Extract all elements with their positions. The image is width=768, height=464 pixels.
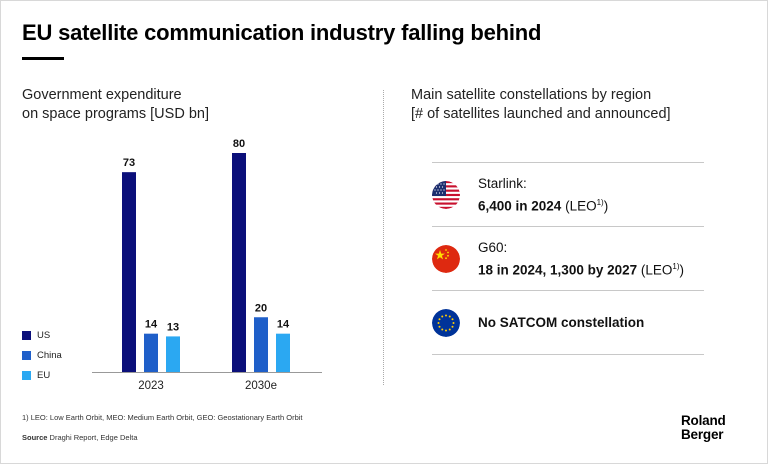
row-divider [432, 290, 704, 291]
title-underline [22, 57, 64, 60]
bar-china-2030e [254, 317, 268, 372]
bar-value-label: 20 [255, 302, 267, 314]
constellation-list: Starlink: 6,400 in 2024 (LEO1)) G60: 18 … [432, 162, 704, 355]
starlink-detail: 6,400 in 2024 (LEO1)) [478, 197, 609, 214]
legend-item-us: US [22, 325, 62, 345]
row-divider [432, 226, 704, 227]
bar-value-label: 14 [145, 319, 158, 331]
category-label: 2023 [138, 380, 164, 392]
bar-eu-2030e [276, 333, 290, 372]
chart-legend: US China EU [22, 325, 62, 385]
constellation-row-eu: No SATCOM constellation [432, 291, 704, 354]
bar-china-2023 [144, 333, 158, 372]
legend-item-china: China [22, 345, 62, 365]
roland-berger-logo: Roland Berger [681, 414, 726, 442]
panel-divider [383, 90, 384, 385]
starlink-text: Starlink: 6,400 in 2024 (LEO1)) [478, 174, 608, 216]
bar-value-label: 80 [233, 138, 245, 150]
page-title: EU satellite communication industry fall… [22, 20, 542, 45]
left-panel-subtitle: Government expenditure on space programs… [22, 86, 209, 124]
legend-label: EU [37, 369, 51, 381]
legend-label: US [37, 329, 51, 341]
g60-text: G60: 18 in 2024, 1,300 by 2027 (LEO1)) [478, 238, 684, 280]
footnote: 1) LEO: Low Earth Orbit, MEO: Medium Ear… [22, 413, 303, 422]
source-line: Source Draghi Report, Edge Delta [22, 433, 138, 442]
legend-swatch [22, 350, 31, 360]
row-divider [432, 162, 704, 163]
bar-value-label: 73 [123, 157, 135, 169]
source-text: Draghi Report, Edge Delta [49, 433, 138, 442]
constellation-row-us: Starlink: 6,400 in 2024 (LEO1)) [432, 163, 704, 226]
source-label: Source [22, 433, 48, 442]
logo-line2: Berger [681, 427, 724, 442]
legend-swatch [22, 370, 31, 380]
us-flag-icon [432, 180, 460, 209]
logo-line1: Roland [681, 413, 726, 428]
legend-label: China [37, 349, 62, 361]
left-subtitle-line1: Government expenditure [22, 87, 182, 103]
eu-flag-icon [432, 308, 460, 337]
constellation-row-china: G60: 18 in 2024, 1,300 by 2027 (LEO1)) [432, 227, 704, 290]
eu-constellation-label: No SATCOM constellation [478, 315, 645, 330]
bar-value-label: 13 [167, 321, 179, 333]
bar-value-label: 14 [277, 319, 290, 331]
left-subtitle-line2: on space programs [USD bn] [22, 106, 209, 122]
starlink-name: Starlink: [478, 175, 527, 191]
legend-item-eu: EU [22, 365, 62, 385]
right-panel-subtitle: Main satellite constellations by region … [411, 86, 671, 124]
bar-us-2030e [232, 153, 246, 372]
bar-eu-2023 [166, 336, 180, 372]
row-divider [432, 354, 704, 355]
right-subtitle-line2: [# of satellites launched and announced] [411, 106, 671, 122]
eu-constellation-text: No SATCOM constellation [478, 313, 644, 332]
china-flag-icon [432, 244, 460, 273]
bar-us-2023 [122, 172, 136, 372]
g60-detail: 18 in 2024, 1,300 by 2027 (LEO1)) [478, 261, 685, 278]
legend-swatch [22, 330, 31, 340]
category-label: 2030e [245, 380, 277, 392]
right-subtitle-line1: Main satellite constellations by region [411, 87, 652, 103]
g60-name: G60: [478, 239, 508, 255]
